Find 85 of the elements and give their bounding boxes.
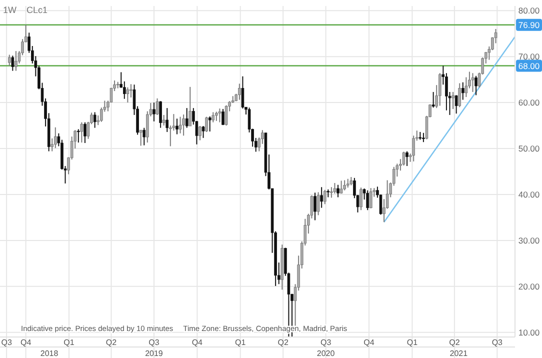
- candlestick: [159, 100, 162, 128]
- candlestick: [340, 180, 343, 194]
- candlestick: [224, 104, 228, 126]
- candlestick: [8, 54, 11, 66]
- y-tick-label: 20.00: [518, 281, 540, 292]
- candlestick: [432, 91, 435, 108]
- candlestick: [93, 112, 96, 128]
- candlestick: [452, 91, 454, 110]
- candlestick: [314, 192, 316, 221]
- chart-title: 1W: [3, 5, 16, 15]
- candlestick: [438, 72, 442, 106]
- x-tick-label: Q2: [449, 338, 460, 347]
- candlestick: [474, 75, 478, 96]
- x-tick-label: Q3: [148, 338, 160, 347]
- candlestick: [176, 118, 178, 135]
- candlestick: [241, 76, 244, 110]
- y-tick-label: 70.00: [518, 52, 540, 62]
- candlestick: [126, 86, 130, 104]
- candlestick: [215, 111, 218, 122]
- candlestick: [84, 122, 86, 144]
- candlestick: [142, 127, 146, 146]
- x2-tick-label: 2018: [40, 349, 59, 358]
- candlestick: [185, 108, 188, 128]
- candlestick: [80, 122, 84, 144]
- candlestick: [11, 55, 14, 72]
- chart-subtitle: CLc1: [26, 5, 48, 15]
- candlestick: [454, 94, 458, 114]
- candlestick: [406, 150, 408, 166]
- y-tick-label: 80.00: [518, 6, 540, 16]
- candlestick: [212, 112, 215, 123]
- x-tick-label: Q1: [64, 338, 75, 347]
- candlestick: [471, 72, 474, 92]
- candlestick: [366, 190, 369, 211]
- y-tick-label: 40.00: [518, 189, 540, 200]
- candlestick: [156, 98, 159, 116]
- candlestick: [402, 151, 406, 166]
- y-tick-label: 30.00: [518, 235, 540, 246]
- candlestick: [458, 82, 462, 108]
- candlestick: [205, 116, 208, 132]
- candlestick: [461, 82, 464, 100]
- ref-line-label: 68.00: [518, 60, 540, 71]
- x-tick-label: Q3: [1, 338, 12, 347]
- x-tick-label: Q1: [235, 338, 246, 347]
- y-tick-label: 10.00: [518, 327, 540, 338]
- candlestick: [14, 50, 18, 72]
- candlestick: [77, 128, 80, 144]
- x-tick-label: Q1: [406, 338, 418, 347]
- candlestick: [218, 108, 222, 123]
- x-tick-label: Q3: [492, 338, 504, 347]
- candlestick: [336, 184, 340, 198]
- candlestick: [139, 130, 142, 146]
- x-tick-label: Q4: [20, 338, 32, 347]
- candlestick: [320, 186, 323, 208]
- candlestick: [178, 116, 182, 134]
- candlestick: [343, 180, 346, 191]
- y-tick-label: 50.00: [518, 144, 540, 154]
- candlestick: [166, 108, 169, 132]
- x-tick-label: Q3: [320, 338, 332, 347]
- ref-line-label: 76.90: [518, 20, 540, 30]
- candlestick: [333, 182, 336, 194]
- candlestick: [182, 114, 185, 136]
- candlestick: [198, 125, 202, 141]
- x-tick-label: Q4: [364, 338, 375, 347]
- candlestick: [422, 132, 425, 143]
- y-tick-label: 60.00: [518, 98, 540, 108]
- x-tick-label: Q4: [192, 338, 204, 347]
- candlestick: [188, 86, 192, 126]
- candlestick: [152, 102, 156, 122]
- candlestick: [202, 125, 205, 138]
- x2-tick-label: 2019: [145, 349, 164, 358]
- candlestick: [369, 188, 372, 209]
- candlestick: [330, 186, 333, 198]
- x-tick-label: Q2: [106, 338, 118, 347]
- candlestick: [208, 116, 212, 132]
- candlestick: [238, 83, 241, 100]
- candlestick: [360, 187, 362, 211]
- x2-tick-label: 2021: [450, 349, 468, 358]
- candlestick: [222, 108, 224, 126]
- candlestick: [130, 84, 132, 98]
- candlestick: [316, 192, 320, 216]
- x2-tick-label: 2020: [316, 349, 336, 358]
- candlestick: [162, 114, 166, 126]
- candlestick: [54, 126, 57, 149]
- x-tick-label: Q2: [278, 338, 289, 347]
- candlestick: [323, 189, 326, 205]
